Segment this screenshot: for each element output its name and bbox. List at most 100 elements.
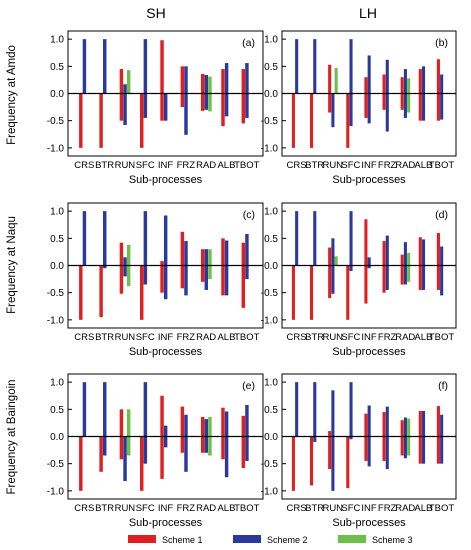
bar-scheme-2-neg — [403, 436, 407, 459]
x-tick-label-inf: INF — [158, 503, 174, 514]
y-tick-label: 0.5 — [50, 405, 64, 416]
bar-scheme-2-pos — [184, 241, 188, 266]
x-tick-label-alb: ALB — [217, 332, 235, 343]
bar-scheme-1-pos — [221, 238, 225, 266]
column-title-lh: LH — [359, 5, 377, 21]
x-tick-label-run: RUN — [322, 503, 343, 514]
bar-scheme-2-pos — [204, 249, 209, 266]
bar-scheme-1-neg — [291, 265, 295, 320]
bar-scheme-1-neg — [241, 436, 246, 469]
bar-scheme-2-pos — [313, 211, 317, 266]
bar-scheme-1-neg — [364, 93, 368, 118]
bar-scheme-2-neg — [421, 265, 426, 290]
x-tick-label-run: RUN — [322, 332, 343, 343]
bar-scheme-1-pos — [382, 241, 386, 266]
y-tick-label: 0.0 — [50, 261, 64, 272]
bar-scheme-2-pos — [349, 39, 353, 94]
bar-scheme-2-pos — [224, 240, 229, 266]
bar-scheme-2-pos — [82, 39, 87, 94]
x-tick-label-alb: ALB — [414, 503, 432, 514]
bar-scheme-1-neg — [310, 265, 314, 320]
bar-scheme-3-pos — [407, 253, 411, 266]
bar-scheme-2-neg — [421, 93, 426, 121]
bar-scheme-1-neg — [140, 436, 144, 491]
bar-scheme-2-pos — [385, 406, 389, 437]
bar-scheme-1-neg — [436, 265, 440, 290]
bar-scheme-3-pos — [126, 244, 131, 266]
x-tick-label-btr: BTR — [95, 160, 114, 171]
bar-scheme-2-neg — [349, 93, 353, 127]
x-tick-label-crs: CRS — [74, 503, 94, 514]
x-tick-label-btr: BTR — [305, 503, 324, 514]
bar-scheme-1-neg — [140, 93, 144, 148]
bar-scheme-2-neg — [245, 436, 249, 461]
bar-scheme-2-neg — [204, 93, 209, 110]
x-axis-label: Sub-processes — [129, 517, 203, 529]
bar-scheme-1-neg — [180, 93, 185, 108]
bar-scheme-2-pos — [440, 246, 444, 266]
bar-scheme-3-neg — [126, 265, 131, 287]
x-tick-label-btr: BTR — [305, 160, 324, 171]
bar-scheme-2-neg — [103, 265, 107, 269]
x-tick-label-tbot: TBOT — [429, 160, 455, 171]
y-tick-label: 0.0 — [50, 89, 64, 100]
bar-scheme-2-neg — [245, 265, 249, 280]
bar-scheme-1-pos — [400, 254, 404, 266]
bar-scheme-1-neg — [346, 436, 350, 489]
bar-scheme-2-neg — [184, 93, 188, 135]
x-tick-label-rad: RAD — [395, 160, 415, 171]
bar-scheme-2-pos — [295, 211, 299, 266]
bar-scheme-2-neg — [331, 93, 335, 128]
bar-scheme-1-neg — [291, 436, 295, 491]
x-axis-label: Sub-processes — [332, 174, 406, 186]
bar-scheme-3-pos — [208, 76, 212, 94]
bar-scheme-1-pos — [180, 406, 185, 437]
bar-scheme-2-pos — [103, 39, 107, 94]
bar-scheme-1-neg — [160, 265, 164, 293]
column-title-sh: SH — [146, 5, 165, 21]
bar-scheme-2-pos — [204, 419, 209, 437]
bar-scheme-1-neg — [119, 93, 124, 121]
panel-label: (b) — [435, 37, 448, 49]
x-axis-label: Sub-processes — [332, 346, 406, 358]
bar-scheme-1-pos — [328, 247, 332, 266]
bar-scheme-2-pos — [245, 404, 249, 437]
bar-scheme-2-pos — [313, 382, 317, 437]
x-tick-label-tbot: TBOT — [429, 332, 455, 343]
bar-scheme-2-neg — [224, 436, 229, 478]
bar-scheme-1-neg — [79, 93, 83, 148]
bar-scheme-1-neg — [364, 436, 368, 461]
bar-scheme-1-neg — [400, 93, 404, 110]
bar-scheme-1-neg — [346, 265, 350, 320]
y-tick-label: -1.0 — [47, 486, 65, 497]
bar-scheme-1-neg — [291, 93, 295, 148]
bar-scheme-1-neg — [99, 93, 103, 148]
bar-scheme-1-pos — [328, 64, 332, 94]
x-tick-label-inf: INF — [361, 160, 377, 171]
bar-scheme-2-pos — [403, 417, 407, 437]
bar-scheme-1-pos — [364, 413, 368, 437]
x-tick-label-inf: INF — [361, 332, 377, 343]
x-tick-label-crs: CRS — [286, 160, 306, 171]
x-axis-label: Sub-processes — [129, 346, 203, 358]
bar-scheme-2-pos — [103, 382, 107, 437]
bar-scheme-1-neg — [119, 265, 124, 294]
x-tick-label-rad: RAD — [395, 332, 415, 343]
row-label-baingoin: Frequency at Baingoin — [6, 379, 18, 494]
bar-scheme-1-pos — [328, 431, 332, 437]
bar-scheme-2-pos — [331, 238, 335, 266]
legend-swatch-scheme-3 — [338, 535, 366, 543]
bar-scheme-2-pos — [385, 59, 389, 94]
bar-scheme-1-neg — [382, 265, 386, 293]
x-tick-label-frz: FRZ — [177, 332, 196, 343]
bar-scheme-1-neg — [328, 436, 332, 470]
bar-scheme-1-neg — [180, 436, 185, 453]
bar-scheme-1-neg — [418, 436, 422, 464]
x-tick-label-sfc: SFC — [136, 160, 155, 171]
bar-scheme-1-neg — [310, 436, 314, 486]
bar-scheme-2-pos — [82, 211, 87, 266]
bar-scheme-1-neg — [328, 93, 332, 113]
bar-scheme-1-neg — [382, 93, 386, 110]
bar-scheme-2-pos — [295, 39, 299, 94]
bar-scheme-1-pos — [160, 40, 164, 94]
